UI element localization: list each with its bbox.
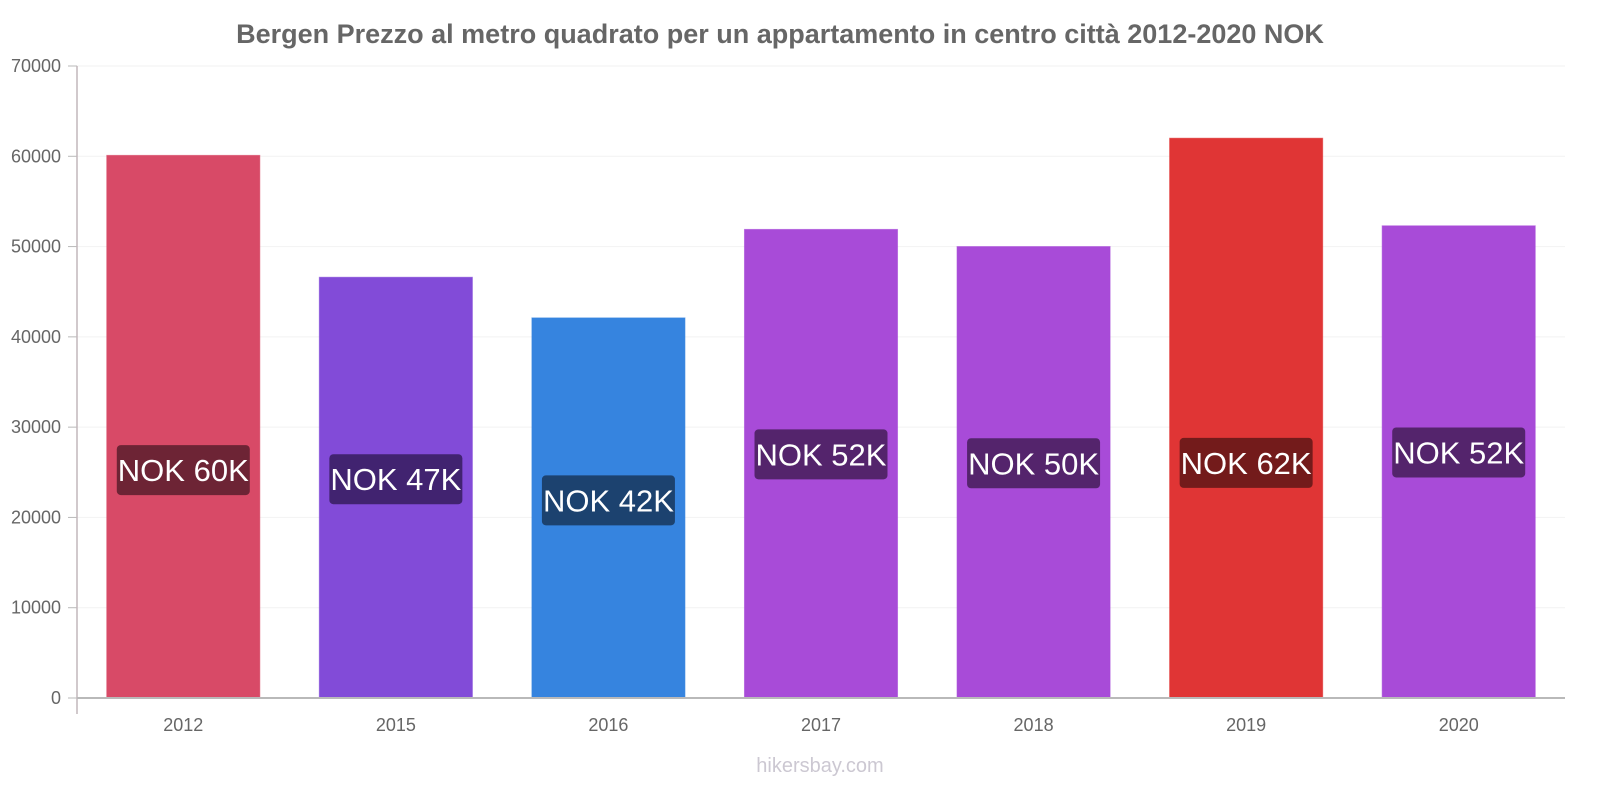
data-label-background [1392,427,1526,478]
x-tick-label: 2020 [1439,715,1479,735]
data-labels-layer: NOK 60K NOK 47K NOK 42K NOK 52K NOK 50K NOK 6… [116,427,1526,526]
x-tick-label: 2012 [163,715,203,735]
y-axis: 0 10000 20000 30000 40000 50000 60000 70000 [11,56,78,714]
data-label: NOK 42K [543,483,674,518]
y-tick-label: 30000 [11,417,61,437]
x-tick-label: 2019 [1226,715,1266,735]
data-label-background [116,445,250,496]
data-label: NOK 50K [968,446,1099,481]
watermark: hikersbay.com [756,755,883,777]
bars-layer [106,137,1536,699]
data-label: NOK 60K [118,453,249,488]
data-label: NOK 52K [756,437,887,472]
x-tick-label: 2015 [376,715,416,735]
y-tick-label: 50000 [11,237,61,257]
y-tick-label: 0 [51,688,61,708]
bar-2019 [1169,137,1324,699]
data-label-background [541,475,675,526]
y-tick-label: 70000 [11,56,61,76]
data-label-background [754,429,888,480]
x-tick-label: 2017 [801,715,841,735]
x-tick-label: 2016 [588,715,628,735]
y-tick-label: 40000 [11,327,61,347]
y-tick-label: 60000 [11,146,61,166]
chart-title: Bergen Prezzo al metro quadrato per un a… [236,19,1324,49]
y-tick-label: 10000 [11,598,61,618]
data-label-background [967,438,1101,489]
bar-2012 [106,154,261,699]
data-label-background [1179,437,1313,488]
x-axis: 2012 2015 2016 2017 2018 2019 2020 [77,697,1565,735]
data-label: NOK 62K [1181,446,1312,481]
data-label: NOK 47K [330,462,461,497]
y-tick-label: 20000 [11,507,61,527]
data-label-background [329,454,463,505]
data-label: NOK 52K [1393,435,1524,470]
x-tick-label: 2018 [1014,715,1054,735]
